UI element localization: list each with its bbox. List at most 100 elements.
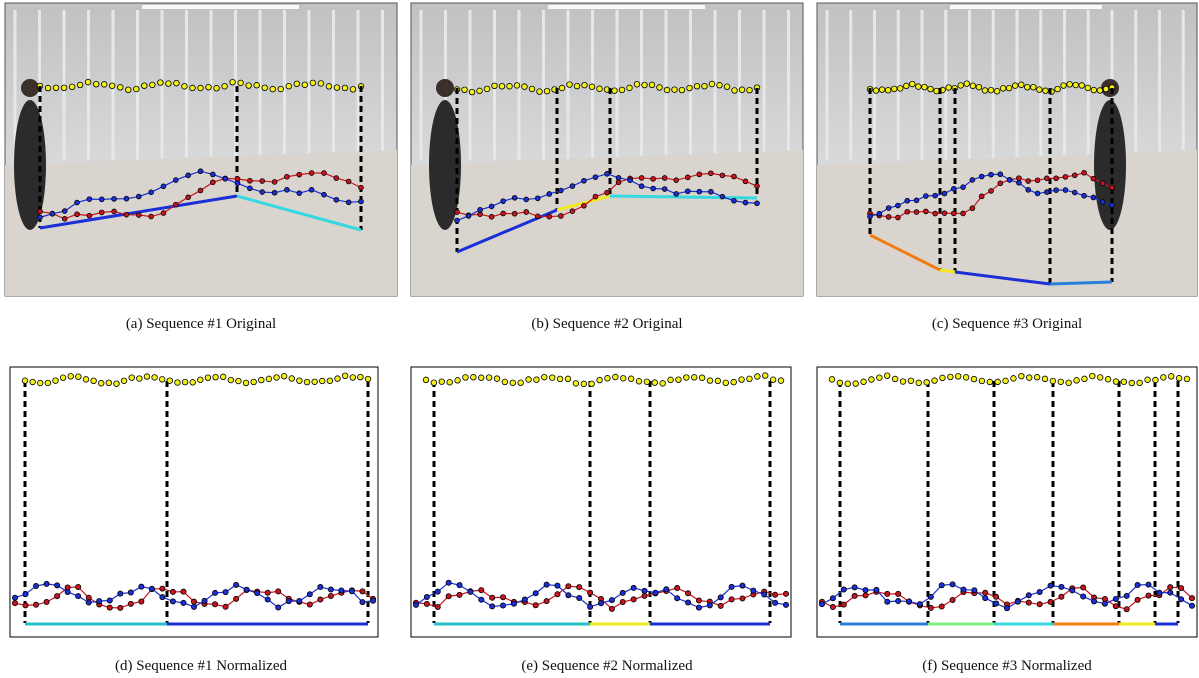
marker — [65, 589, 70, 594]
marker — [989, 172, 994, 177]
marker — [149, 214, 154, 219]
marker — [499, 83, 505, 89]
marker — [198, 169, 203, 174]
marker — [1048, 599, 1053, 604]
marker — [1044, 176, 1049, 181]
marker — [479, 588, 484, 593]
marker — [190, 85, 196, 91]
marker — [212, 602, 217, 607]
marker — [942, 191, 947, 196]
marker — [286, 83, 292, 89]
marker — [672, 87, 678, 93]
marker — [928, 594, 933, 599]
marker — [1044, 190, 1049, 195]
marker — [486, 375, 492, 381]
marker — [863, 587, 868, 592]
ceiling-light — [950, 5, 1102, 9]
marker — [1018, 82, 1024, 88]
marker — [234, 582, 239, 587]
marker — [1124, 593, 1129, 598]
marker — [631, 597, 636, 602]
figure: (a) Sequence #1 Original (b) Sequence #2… — [0, 0, 1199, 678]
marker — [478, 207, 483, 212]
marker — [223, 590, 228, 595]
marker — [1035, 191, 1040, 196]
marker — [158, 80, 164, 86]
marker — [124, 212, 129, 217]
marker — [455, 378, 461, 384]
marker — [182, 379, 188, 385]
marker — [489, 204, 494, 209]
marker — [1079, 83, 1085, 89]
marker — [334, 197, 339, 202]
marker — [134, 86, 140, 92]
marker — [1100, 200, 1105, 205]
marker — [524, 210, 529, 215]
marker — [349, 589, 354, 594]
marker — [346, 200, 351, 205]
marker — [53, 85, 59, 91]
marker — [128, 601, 133, 606]
marker — [631, 585, 636, 590]
marker — [518, 380, 524, 386]
marker — [91, 378, 97, 384]
marker — [910, 81, 916, 87]
marker — [510, 380, 516, 386]
marker — [976, 84, 982, 90]
marker — [1097, 375, 1103, 381]
marker — [762, 592, 767, 597]
marker — [896, 203, 901, 208]
marker — [1042, 376, 1048, 382]
floor — [817, 150, 1197, 296]
marker — [570, 184, 575, 189]
marker — [933, 193, 938, 198]
marker — [783, 591, 788, 596]
marker — [676, 377, 682, 383]
marker — [435, 589, 440, 594]
marker — [1043, 88, 1049, 94]
marker — [916, 380, 922, 386]
marker — [696, 605, 701, 610]
marker — [526, 377, 532, 383]
marker — [12, 601, 17, 606]
marker — [322, 192, 327, 197]
marker — [1082, 376, 1088, 382]
marker — [589, 381, 595, 387]
marker — [547, 214, 552, 219]
marker — [1007, 178, 1012, 183]
marker — [558, 214, 563, 219]
caption: (c) Sequence #3 Original — [932, 316, 1082, 332]
marker — [773, 592, 778, 597]
marker — [620, 375, 626, 381]
marker — [60, 375, 66, 381]
marker — [879, 87, 885, 93]
marker — [549, 375, 555, 381]
marker — [634, 81, 640, 87]
marker — [914, 210, 919, 215]
marker — [1082, 170, 1087, 175]
marker — [160, 595, 165, 600]
marker — [38, 215, 43, 220]
marker — [167, 378, 173, 384]
marker — [139, 584, 144, 589]
marker — [950, 582, 955, 587]
marker — [511, 601, 516, 606]
marker — [1025, 84, 1031, 90]
marker — [247, 186, 252, 191]
marker — [234, 596, 239, 601]
marker — [1168, 585, 1173, 590]
marker — [1031, 84, 1037, 90]
marker — [198, 85, 204, 91]
marker — [537, 89, 543, 95]
marker — [1129, 380, 1135, 386]
marker — [837, 380, 843, 386]
marker — [755, 374, 761, 380]
marker — [45, 85, 51, 91]
marker — [118, 591, 123, 596]
marker — [469, 89, 475, 95]
marker — [653, 590, 658, 595]
marker — [61, 85, 67, 91]
marker — [877, 375, 883, 381]
caption: (d) Sequence #1 Normalized — [115, 658, 288, 674]
marker — [740, 583, 745, 588]
